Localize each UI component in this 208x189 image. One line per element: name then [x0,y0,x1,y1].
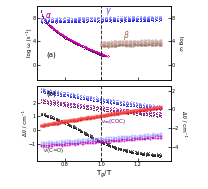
Text: $\nu_{as}$(COC): $\nu_{as}$(COC) [101,117,127,126]
Y-axis label: Δν̅ / cm⁻¹: Δν̅ / cm⁻¹ [22,111,27,136]
Text: (a): (a) [47,51,56,58]
Text: $\gamma$: $\gamma$ [105,6,112,17]
Y-axis label: log ω: log ω [178,36,183,50]
Y-axis label: Δν̅ / cm⁻¹: Δν̅ / cm⁻¹ [182,111,187,136]
Text: $\nu$(C=O): $\nu$(C=O) [43,146,64,155]
X-axis label: T$_g$/T: T$_g$/T [96,168,112,180]
Y-axis label: log ω (s⁻¹): log ω (s⁻¹) [26,29,32,57]
Text: $\beta$: $\beta$ [123,29,130,43]
Text: (b): (b) [47,91,56,97]
Text: $\alpha$: $\alpha$ [45,11,52,20]
